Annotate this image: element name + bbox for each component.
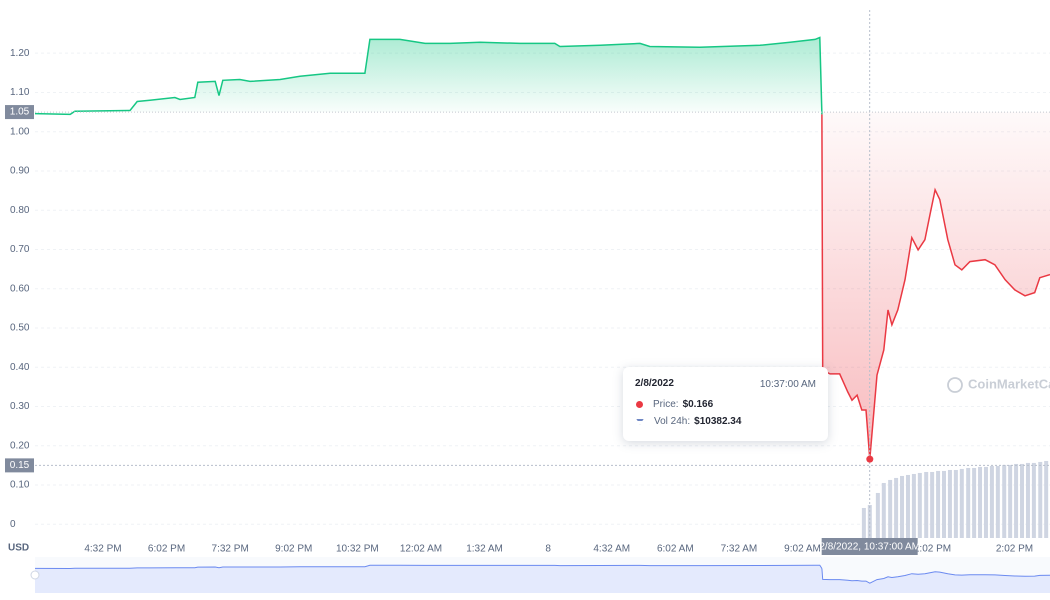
y-tick-label: 1.10 xyxy=(10,87,30,98)
volume-bar xyxy=(917,472,922,538)
y-tick-label: 0.20 xyxy=(10,440,30,451)
volume-bar xyxy=(888,479,893,538)
navigator-line xyxy=(34,564,823,570)
volume-bar xyxy=(900,475,905,538)
price-label: Price: xyxy=(653,399,679,410)
x-tick-label: 7:32 AM xyxy=(721,544,758,555)
navigator-area xyxy=(821,568,1050,593)
y-tick-label: 0.50 xyxy=(10,323,30,334)
x-tick-label: 4:32 AM xyxy=(593,544,630,555)
volume-bar xyxy=(1038,461,1043,538)
y-tick-label: 0.30 xyxy=(10,401,30,412)
x-tick-label: 4:32 PM xyxy=(84,544,121,555)
volume-bar xyxy=(905,474,910,538)
price-line xyxy=(34,36,823,116)
watermark: CoinMarketCap xyxy=(968,376,1050,391)
volume-bar xyxy=(1044,460,1049,538)
y-tick-label: 1.00 xyxy=(10,126,30,137)
navigator-handle xyxy=(30,570,40,580)
watermark-logo xyxy=(947,377,963,393)
volume-bar xyxy=(930,471,935,538)
x-tick-label: 9:02 AM xyxy=(784,544,821,555)
volume-value: $10382.34 xyxy=(694,416,742,427)
y-tick-label: 0 xyxy=(10,519,16,530)
volume-bar xyxy=(995,465,1000,538)
baseline-label: 1.05 xyxy=(10,107,30,118)
volume-bar xyxy=(911,473,916,538)
volume-bar xyxy=(1002,464,1007,538)
navigator-area xyxy=(35,565,822,593)
x-tick-label: 9:02 PM xyxy=(275,544,312,555)
y-tick-label: 0.40 xyxy=(10,362,30,373)
volume-bar xyxy=(1008,464,1013,538)
x-tick-label: 12:02 PM xyxy=(908,544,951,555)
x-tick-label: 7:32 PM xyxy=(212,544,249,555)
price-marker xyxy=(636,401,643,408)
x-tick-label: 6:02 AM xyxy=(657,544,694,555)
baseline-box xyxy=(5,105,34,120)
navigator-line xyxy=(821,568,1050,584)
y-tick-label: 0.60 xyxy=(10,283,30,294)
volume-bar xyxy=(953,469,958,538)
x-tick-label: 1:32 AM xyxy=(466,544,503,555)
tooltip-date: 2/8/2022 xyxy=(635,378,674,389)
volume-bar xyxy=(1020,463,1025,538)
tooltip-volume-row: Vol 24h: $10382.34 xyxy=(636,416,741,427)
volume-bar xyxy=(942,470,947,538)
volume-bar xyxy=(936,470,941,538)
navigator xyxy=(35,557,1050,593)
y-tick-label: 0.80 xyxy=(10,205,30,216)
price-value: $0.166 xyxy=(682,399,714,410)
hover-point xyxy=(866,455,874,463)
crosshair-x-box xyxy=(821,538,918,555)
volume-marker xyxy=(636,418,644,425)
tooltip-time: 10:37:00 AM xyxy=(759,379,816,390)
volume-bar xyxy=(989,465,994,538)
y-tick-label: 0.90 xyxy=(10,166,30,177)
volume-bar xyxy=(861,507,866,538)
y-tick-label: 1.20 xyxy=(10,48,30,59)
volume-bar xyxy=(972,467,977,538)
crosshair-y-label: 0.15 xyxy=(10,460,30,471)
volume-bar xyxy=(966,467,971,538)
volume-bar xyxy=(1014,463,1019,538)
volume-bar xyxy=(947,469,952,538)
volume-bar xyxy=(1025,462,1030,538)
volume-bar xyxy=(959,468,964,538)
tooltip-price-row: Price: $0.166 xyxy=(636,399,713,410)
crosshair-x-label: 2/8/2022, 10:37:00 AM xyxy=(819,542,920,553)
x-tick-label: 6:02 PM xyxy=(148,544,185,555)
volume-bar xyxy=(881,482,886,538)
volume-bar xyxy=(978,466,983,538)
volume-label: Vol 24h: xyxy=(654,416,691,427)
price-area xyxy=(35,37,822,115)
x-tick-label: 10:32 PM xyxy=(336,544,379,555)
x-tick-label: 8 xyxy=(545,544,551,555)
volume-bar xyxy=(983,466,988,538)
price-area xyxy=(821,112,1050,460)
volume-bar xyxy=(1031,462,1036,538)
volume-bar xyxy=(894,477,899,538)
price-line xyxy=(821,114,1050,460)
volume-bar xyxy=(867,504,872,538)
tooltip: 2/8/2022 10:37:00 AM Price: $0.166 Vol 2… xyxy=(623,367,828,441)
y-tick-label: 0.10 xyxy=(10,480,30,491)
volume-bar xyxy=(875,492,880,538)
x-tick-label: 12:02 AM xyxy=(400,544,442,555)
x-tick-label: 2:02 PM xyxy=(996,544,1033,555)
y-tick-label: 0.70 xyxy=(10,244,30,255)
currency-label: USD xyxy=(8,543,29,554)
crosshair-y-box xyxy=(5,458,34,473)
volume-bar xyxy=(924,471,929,538)
